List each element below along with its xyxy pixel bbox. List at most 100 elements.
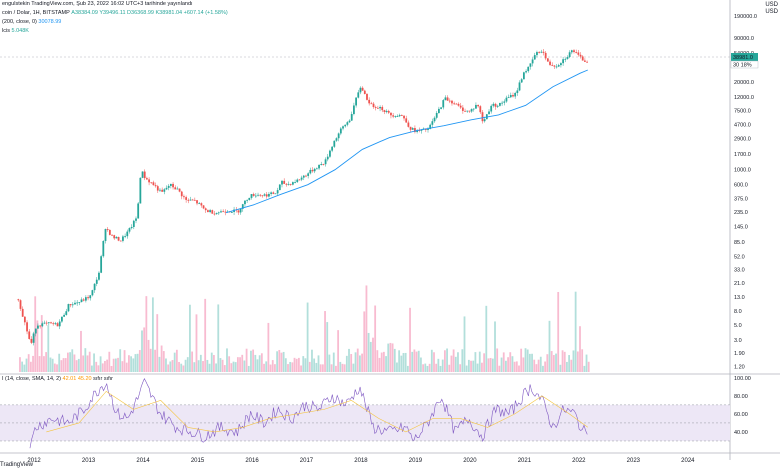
volume-bar	[289, 361, 292, 372]
price-tick-label: 235.0	[734, 210, 748, 216]
volume-bar	[441, 359, 444, 372]
volume-bar	[58, 353, 61, 372]
price-tick-label: 12000.0	[734, 95, 754, 101]
candle	[152, 182, 155, 186]
candle	[499, 102, 501, 106]
candle	[359, 87, 362, 93]
price-point	[236, 211, 237, 212]
ema-price-tag	[730, 60, 759, 69]
candle	[257, 194, 259, 196]
volume-bar	[208, 363, 211, 372]
candle	[470, 109, 473, 112]
volume-bar	[189, 304, 191, 372]
candle	[54, 323, 57, 325]
volume-bar	[284, 358, 287, 372]
volume-bar	[93, 353, 95, 372]
candle	[32, 333, 35, 343]
rsi-ma-line	[46, 390, 588, 433]
volume-bar	[491, 358, 494, 372]
price-tick-label: 85.0	[734, 240, 745, 246]
volume-bar	[502, 352, 505, 372]
candle	[268, 193, 270, 197]
last-price-tag	[731, 53, 758, 61]
candle	[154, 185, 157, 187]
volume-bar	[64, 358, 67, 372]
price-point	[185, 200, 186, 201]
candle	[193, 199, 196, 201]
rsi-axis: 100.00 80.00 60.00 40.00	[734, 376, 751, 436]
price-point	[476, 103, 477, 104]
candle	[525, 71, 527, 73]
volume-bar	[374, 305, 377, 372]
volume-bar	[274, 364, 276, 372]
price-tick-label: 52.0	[734, 254, 745, 260]
ema-price-label: 30 18%	[733, 63, 752, 69]
volume-bar	[494, 321, 496, 372]
candle	[575, 52, 578, 53]
candle	[119, 240, 122, 242]
candle	[47, 322, 50, 324]
volume-bar	[88, 351, 91, 372]
volume-bar	[169, 361, 172, 372]
volume-bar	[372, 337, 374, 372]
volume-bar	[136, 353, 139, 372]
volume-bar	[300, 365, 302, 372]
candle	[520, 79, 523, 83]
candle	[544, 52, 547, 59]
candle	[261, 195, 264, 197]
candle	[309, 169, 312, 174]
volume-bar	[108, 351, 111, 372]
volume-bar	[43, 356, 45, 372]
candle	[353, 105, 355, 115]
candle	[76, 302, 79, 304]
last-price-label: 38981.0	[733, 55, 753, 61]
price-point	[111, 237, 112, 238]
candle	[459, 105, 462, 108]
candle	[357, 92, 360, 98]
time-tick-label: 2017	[300, 458, 314, 464]
candle	[71, 304, 74, 306]
candle	[457, 103, 460, 106]
volume-bar	[382, 351, 385, 372]
candle	[416, 130, 419, 133]
price-tick-label: 190000.0	[734, 14, 757, 20]
candle	[466, 110, 469, 112]
volume-bar	[522, 357, 525, 372]
candle	[296, 179, 299, 183]
volume-bar	[483, 353, 486, 372]
volume-bar	[217, 304, 220, 372]
volume-bar	[533, 359, 536, 372]
volume-bar	[406, 365, 409, 372]
volume-bar	[339, 361, 342, 372]
volume-bar	[60, 360, 63, 372]
volume-bar	[461, 349, 464, 372]
time-tick-label: 2018	[354, 458, 368, 464]
ema-legend: (200, close, 0) 30078.99	[2, 19, 62, 25]
candle	[95, 279, 98, 284]
candle	[379, 106, 381, 109]
time-tick-label: 2013	[82, 458, 96, 464]
candle	[161, 189, 164, 192]
candle	[141, 171, 144, 178]
volume-bar	[228, 356, 231, 372]
price-point	[443, 98, 444, 99]
candle	[570, 50, 573, 53]
volume-bar	[528, 353, 531, 372]
volume-bar	[315, 362, 318, 372]
candle	[390, 112, 392, 116]
volume-bar	[313, 358, 316, 372]
volume-bar	[239, 357, 241, 372]
volume-bar	[117, 357, 119, 372]
candle	[82, 299, 85, 301]
volume-bar	[472, 360, 475, 372]
candle	[143, 171, 146, 179]
volume-bar	[308, 361, 311, 372]
volume-bar	[411, 351, 414, 372]
candle	[538, 52, 541, 53]
candle	[213, 213, 216, 215]
price-point	[225, 210, 226, 211]
candle	[529, 63, 532, 67]
rsi-legend: I (14, close, SMA, 14, 2) 42.01 45.20 sı…	[2, 376, 113, 382]
price-tick-label: 20000.0	[734, 80, 754, 86]
candle	[146, 178, 148, 180]
